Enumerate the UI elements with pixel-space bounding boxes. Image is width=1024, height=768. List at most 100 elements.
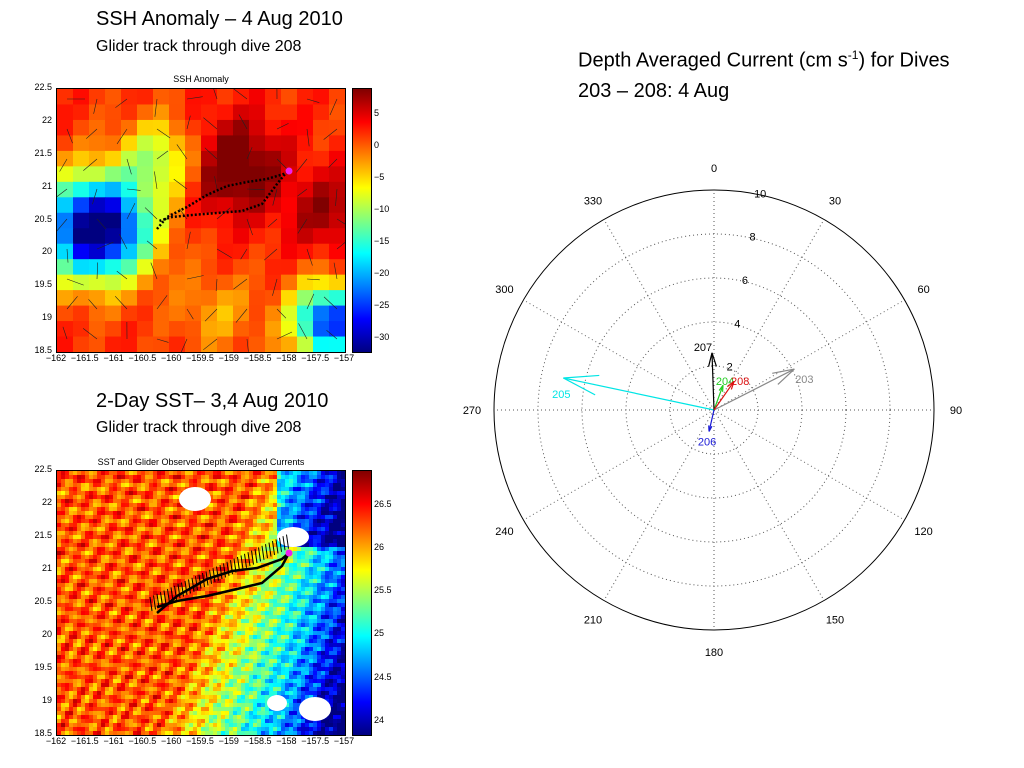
sst-cell (149, 663, 154, 668)
sst-cell (69, 567, 74, 572)
sst-cell (81, 579, 86, 584)
sst-cell (185, 655, 190, 660)
sst-cell (257, 675, 262, 680)
sst-cell (141, 679, 146, 684)
sst-cell (109, 595, 114, 600)
sst-cell (181, 675, 186, 680)
sst-cell (161, 563, 166, 568)
ssh-cell (297, 135, 314, 152)
sst-cell (173, 575, 178, 580)
sst-cell (325, 639, 330, 644)
sst-cell (333, 671, 338, 676)
sst-cell (229, 599, 234, 604)
sst-cell (277, 487, 282, 492)
sst-cell (161, 499, 166, 504)
sst-cell (281, 547, 286, 552)
ssh-cell (105, 197, 122, 214)
sst-cell (109, 599, 114, 604)
sst-cell (61, 603, 66, 608)
sst-cell (113, 627, 118, 632)
sst-cell (117, 707, 122, 712)
ssh-cell (217, 104, 234, 121)
sst-cell (245, 695, 250, 700)
sst-cell (73, 719, 78, 724)
ssh-cell (153, 197, 170, 214)
sst-cell (313, 471, 318, 476)
sst-cell (293, 695, 298, 700)
sst-cell (137, 631, 142, 636)
sst-cell (289, 479, 294, 484)
sst-cell (73, 691, 78, 696)
sst-cell (121, 715, 126, 720)
sst-cell (77, 531, 82, 536)
sst-cell (245, 511, 250, 516)
sst-cell (81, 471, 86, 476)
sst-cell (213, 679, 218, 684)
sst-cell (265, 475, 270, 480)
sst-cell (105, 535, 110, 540)
sst-cell (93, 715, 98, 720)
sst-cell (173, 571, 178, 576)
sst-cell (157, 711, 162, 716)
sst-cell (193, 631, 198, 636)
sst-cell (333, 603, 338, 608)
ssh-title: SSH Anomaly – 4 Aug 2010 (96, 8, 343, 30)
sst-cell (173, 711, 178, 716)
sst-cell (81, 707, 86, 712)
sst-cell (309, 623, 314, 628)
sst-cell (309, 479, 314, 484)
ssh-cell (169, 119, 186, 136)
ssh-cell (201, 274, 218, 291)
sst-cell (149, 555, 154, 560)
sst-cell (181, 663, 186, 668)
sst-cell (293, 491, 298, 496)
sst-cell (113, 563, 118, 568)
sst-cell (89, 719, 94, 724)
sst-cell (65, 647, 70, 652)
sst-cell (117, 711, 122, 716)
sst-cell (253, 611, 258, 616)
ssh-cell (313, 243, 330, 260)
sst-cell (205, 699, 210, 704)
sst-cell (129, 583, 134, 588)
sst-cell (125, 483, 130, 488)
sst-cell (117, 627, 122, 632)
sst-cell (325, 559, 330, 564)
sst-cell (113, 547, 118, 552)
sst-cell (185, 511, 190, 516)
sst-cell (97, 527, 102, 532)
sst-cell (305, 607, 310, 612)
sst-cell (65, 575, 70, 580)
sst-cell (101, 491, 106, 496)
sst-cell (57, 503, 62, 508)
ssh-cell (121, 89, 138, 105)
sst-cell (93, 659, 98, 664)
sst-cell (273, 519, 278, 524)
sst-cell (213, 515, 218, 520)
sst-cell (189, 483, 194, 488)
ssh-cell (169, 212, 186, 229)
sst-cell (285, 499, 290, 504)
sst-cell (273, 499, 278, 504)
sst-cell (109, 475, 114, 480)
sst-cell (141, 523, 146, 528)
ssh-current-vector (116, 128, 128, 145)
sst-cell (89, 607, 94, 612)
sst-cell (333, 555, 338, 560)
sst-cell (329, 471, 334, 476)
sst-cell (305, 579, 310, 584)
sst-cell (281, 659, 286, 664)
sst-cell (65, 483, 70, 488)
sst-cell (113, 575, 118, 580)
sst-cell (325, 603, 330, 608)
sst-cell (297, 563, 302, 568)
sst-cell (221, 631, 226, 636)
sst-cell (337, 695, 342, 700)
sst-cell (201, 571, 206, 576)
sst-cell (73, 623, 78, 628)
sst-cell (225, 519, 230, 524)
sst-cell (61, 479, 66, 484)
sst-cell (317, 487, 322, 492)
ssh-cell (137, 259, 154, 276)
sst-cell (109, 495, 114, 500)
